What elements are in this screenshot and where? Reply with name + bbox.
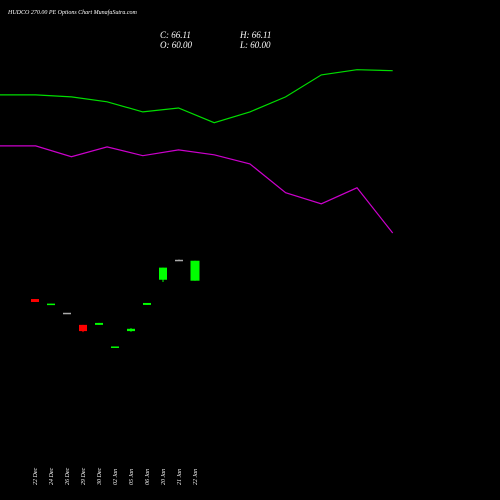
x-tick-label: 29 Dec xyxy=(81,468,87,485)
indicator-line xyxy=(0,145,394,234)
x-tick-label: 26 Dec xyxy=(65,468,71,485)
x-tick-label: 20 Jan xyxy=(161,469,167,485)
x-tick-label: 05 Jan xyxy=(129,469,135,485)
candle-body xyxy=(143,302,151,305)
candle-body xyxy=(47,303,55,306)
x-tick-label: 22 Dec xyxy=(33,468,39,485)
candle-body xyxy=(63,312,71,315)
candle-body xyxy=(111,346,119,348)
candle-body xyxy=(175,259,183,262)
indicator-line xyxy=(0,69,393,124)
candle-body xyxy=(31,299,39,302)
x-tick-label: 02 Jan xyxy=(113,469,119,485)
candle-body xyxy=(127,328,135,332)
x-tick-label: 06 Jan xyxy=(145,469,151,485)
high-label: H: 66.11 xyxy=(239,30,271,40)
candle-body xyxy=(95,322,103,325)
candle-body xyxy=(79,324,87,332)
candle-body xyxy=(190,260,200,281)
candle-body xyxy=(159,267,167,280)
close-label: C: 66.11 xyxy=(160,30,191,40)
x-tick-label: 24 Dec xyxy=(48,468,55,485)
x-tick-label: 21 Jan xyxy=(177,469,183,485)
low-label: L: 60.00 xyxy=(239,40,271,50)
x-tick-label: 22 Jan xyxy=(193,469,199,485)
chart-title: HUDCO 270.00 PE Options Chart MunafaSutr… xyxy=(7,9,138,16)
x-tick-label: 30 Dec xyxy=(97,468,103,486)
open-label: O: 60.00 xyxy=(160,40,192,50)
